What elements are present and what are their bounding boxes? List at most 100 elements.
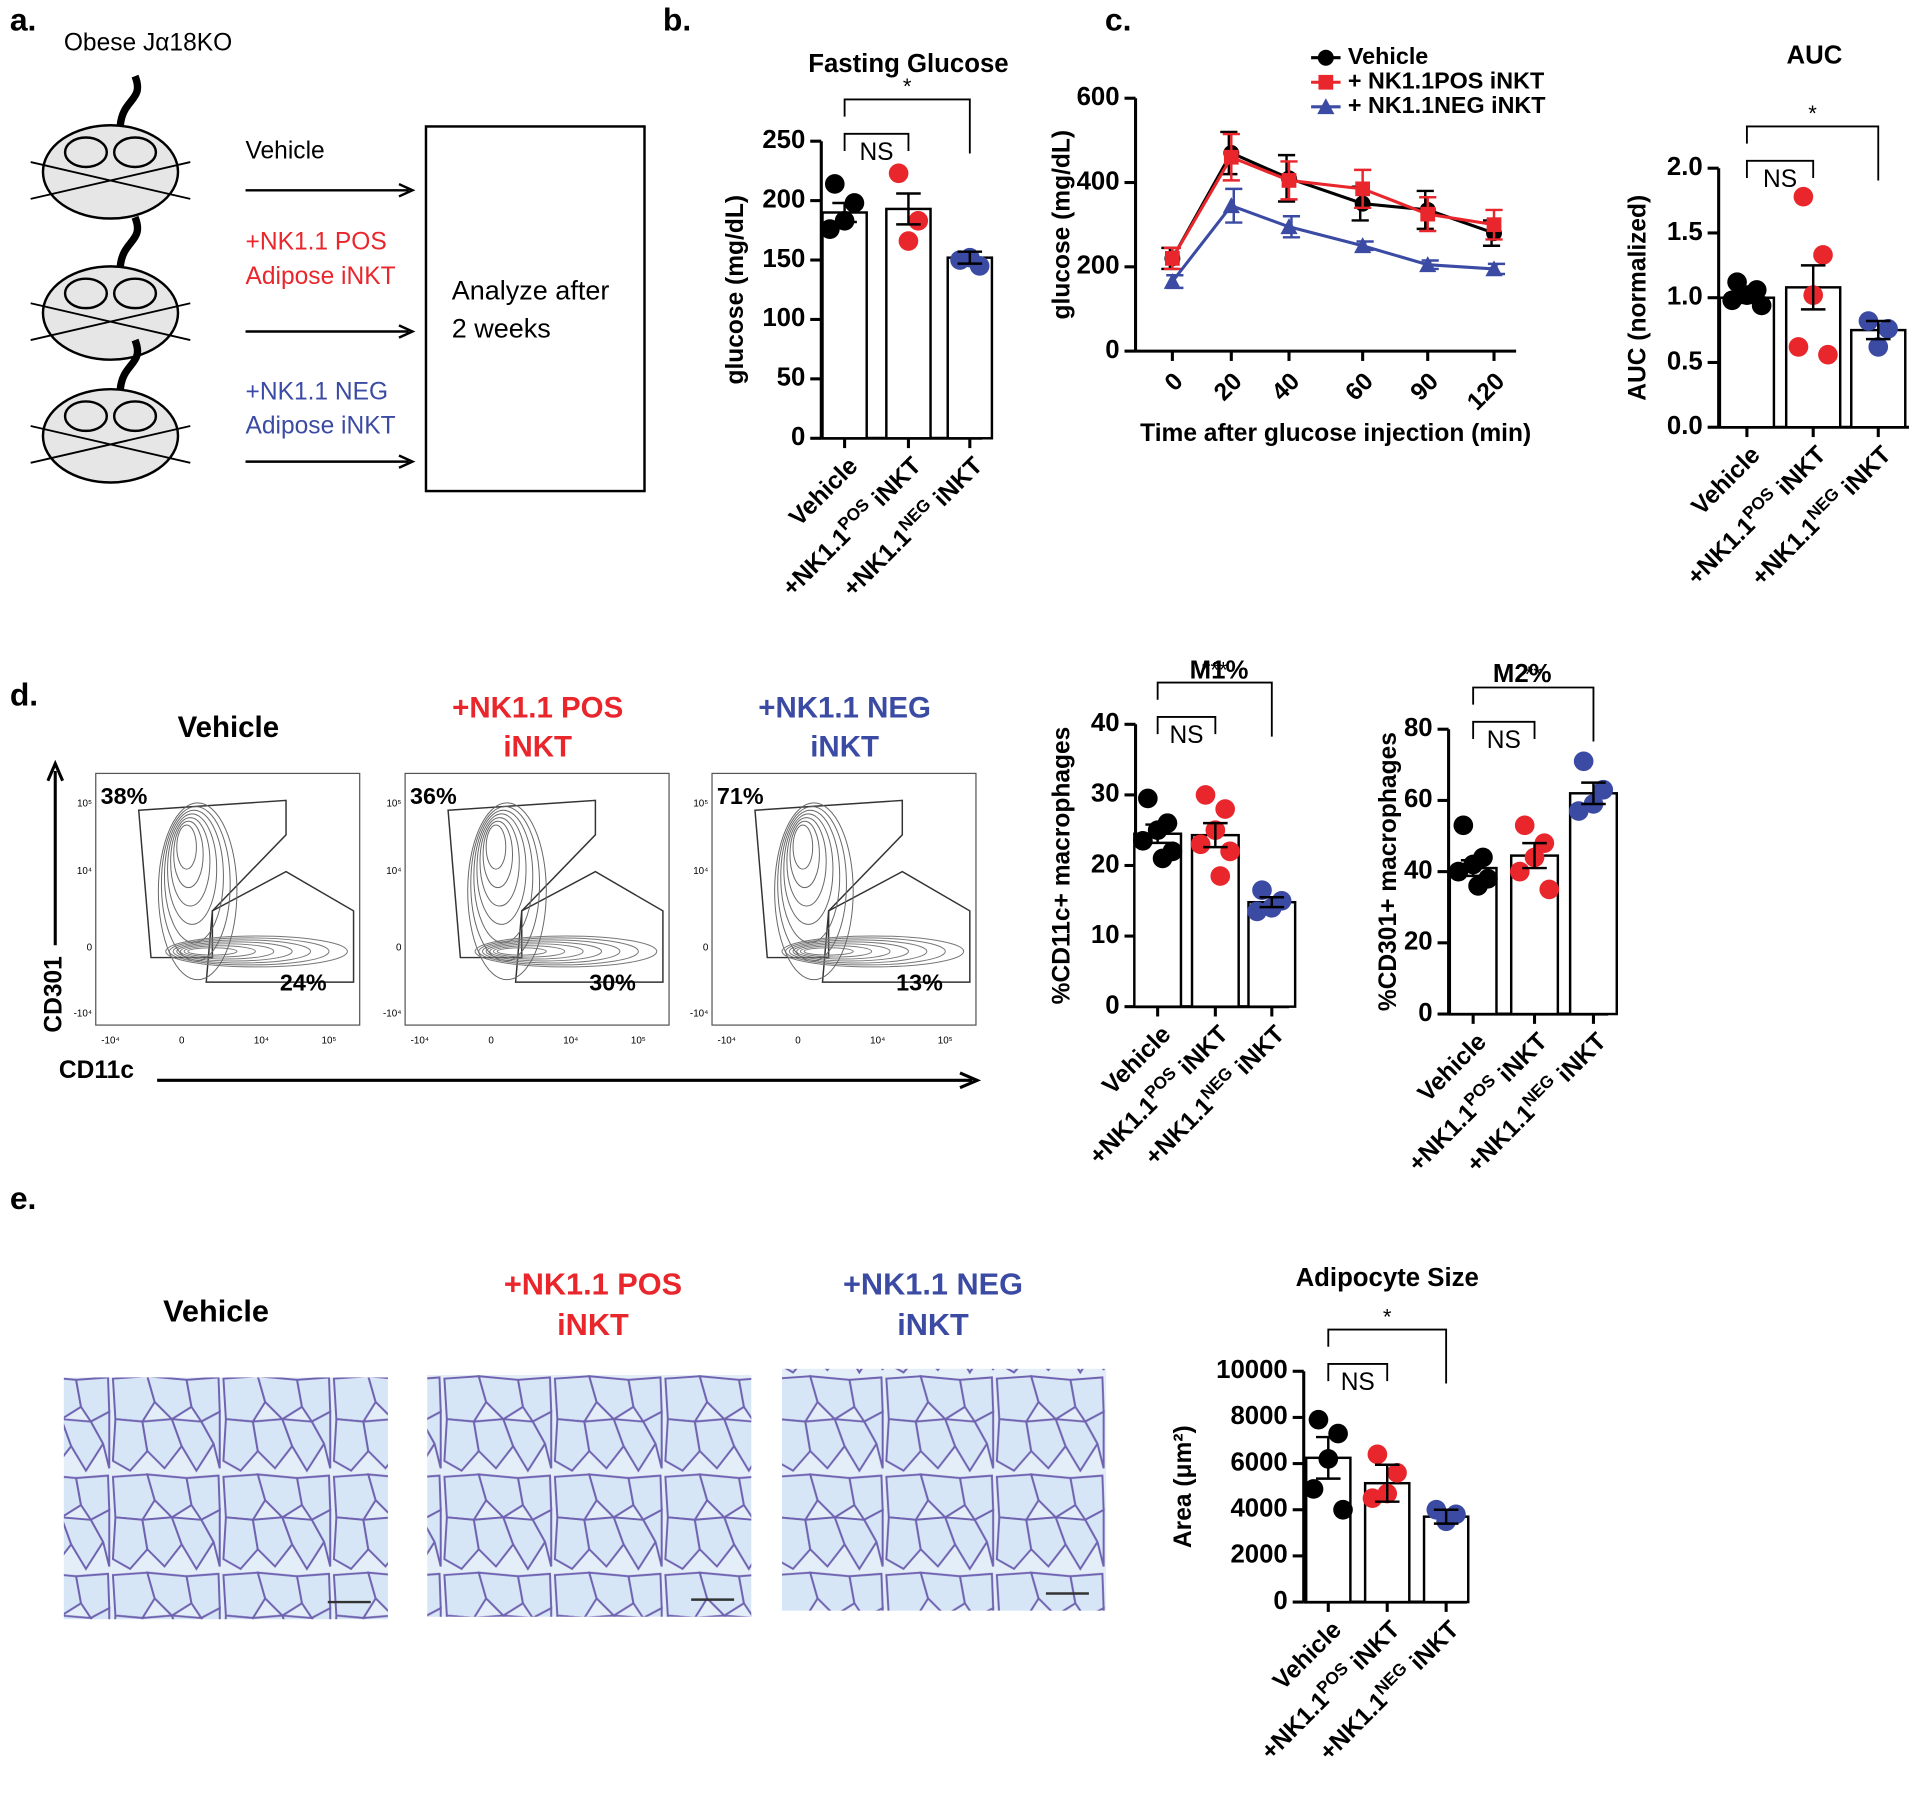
data-point (1281, 173, 1297, 188)
arrow-head (398, 183, 416, 198)
y-tick-label: 0.5 (1667, 347, 1703, 375)
data-point (1514, 815, 1535, 836)
histology-image (781, 1368, 1107, 1611)
gate-percent: 30% (589, 970, 636, 996)
gate-percent: 24% (280, 970, 327, 996)
contour (476, 813, 527, 925)
contour (168, 937, 330, 966)
y-tick-label: 0 (1418, 999, 1432, 1027)
data-point (1367, 1444, 1388, 1465)
data-point (1280, 218, 1298, 235)
mouse-ear (112, 277, 158, 310)
data-point (1509, 861, 1530, 882)
flow-tick-label: -10⁴ (690, 1009, 708, 1020)
mouse-body (41, 265, 180, 361)
contour (481, 939, 621, 964)
flow-tick-label: 10⁴ (77, 866, 92, 877)
bar (1568, 792, 1619, 1016)
box-text: 2 weeks (452, 313, 551, 343)
flow-tick-label: 0 (488, 1036, 494, 1047)
mouse-ear (112, 136, 158, 169)
gate (205, 870, 355, 983)
flow-title: iNKT (503, 731, 572, 764)
data-point (1247, 901, 1267, 922)
mouse-ear (63, 136, 109, 169)
mouse-ear (63, 400, 109, 433)
flow-tick-label: 10⁵ (77, 799, 92, 810)
arrow-head (959, 1071, 982, 1090)
data-point (1813, 245, 1833, 265)
histology-image (427, 1374, 752, 1617)
series-line (1171, 151, 1495, 260)
panel-label: a. (10, 2, 37, 38)
y-tick-label: 40 (1091, 709, 1120, 737)
contour (792, 824, 814, 870)
data-point (1303, 1479, 1324, 1499)
data-point (1818, 344, 1838, 365)
arrow-head (398, 454, 416, 469)
flow-title: Vehicle (178, 711, 280, 744)
data-point (1308, 1409, 1329, 1430)
diagram-group-label: Adipose iNKT (246, 263, 396, 290)
contour (173, 820, 204, 889)
data-point (1355, 181, 1371, 197)
y-axis-label: AUC (normalized) (1624, 195, 1651, 401)
histology-image (63, 1377, 388, 1620)
x-tick-label: 120 (1462, 368, 1510, 416)
data-point (1354, 237, 1372, 254)
gate-percent: 36% (410, 783, 457, 809)
y-tick-label: 10000 (1216, 1356, 1288, 1384)
gate-percent: 38% (101, 783, 148, 809)
bar (821, 211, 868, 440)
data-point (1195, 785, 1216, 805)
contour (785, 937, 946, 966)
contour (789, 820, 820, 889)
box-text: Analyze after (452, 275, 610, 305)
significance-label: NS (1341, 1369, 1375, 1396)
data-point (1485, 260, 1503, 277)
data-point (888, 163, 909, 184)
mouse-whisker (30, 161, 191, 200)
y-tick-label: 40 (1404, 856, 1433, 884)
significance-bracket (1745, 159, 1815, 179)
bar (885, 207, 932, 440)
data-point (1215, 799, 1235, 819)
x-tick-label: 40 (1267, 368, 1305, 406)
data-point (1210, 866, 1231, 886)
contour (493, 945, 566, 958)
contour (187, 947, 238, 956)
data-point (1568, 801, 1589, 821)
data-point (1468, 876, 1488, 896)
contour (474, 935, 658, 968)
data-point (1448, 861, 1469, 882)
analysis-box (424, 125, 646, 493)
contour (482, 820, 514, 889)
significance-bracket (1327, 1328, 1448, 1384)
flow-tick-label: -10⁴ (411, 1036, 429, 1047)
y-tick-label: 20 (1404, 928, 1433, 956)
arrow-head (398, 324, 416, 339)
y-tick-label: 30 (1091, 780, 1120, 808)
contour (170, 817, 211, 907)
contour (796, 943, 891, 960)
flow-tick-label: 0 (795, 1036, 801, 1047)
flow-tick-label: 0 (87, 942, 93, 953)
data-point (1133, 830, 1153, 851)
flow-tick-label: 0 (179, 1036, 185, 1047)
chart-title: M2% (1493, 660, 1552, 688)
flow-tick-label: 10⁵ (938, 1036, 953, 1047)
flow-tick-label: 10⁵ (386, 799, 401, 810)
diagram-group-label: Adipose iNKT (246, 413, 396, 440)
significance-label: * (903, 74, 912, 99)
mouse-ear (112, 400, 158, 433)
data-point (1486, 217, 1502, 233)
contour (783, 813, 834, 925)
contour (799, 945, 873, 958)
flow-tick-label: 10⁴ (386, 866, 401, 877)
mouse-ear (63, 277, 109, 310)
data-point (1868, 337, 1889, 357)
y-tick-label: 0 (1105, 991, 1119, 1019)
data-point (898, 231, 919, 251)
mouse-tail (116, 215, 142, 268)
